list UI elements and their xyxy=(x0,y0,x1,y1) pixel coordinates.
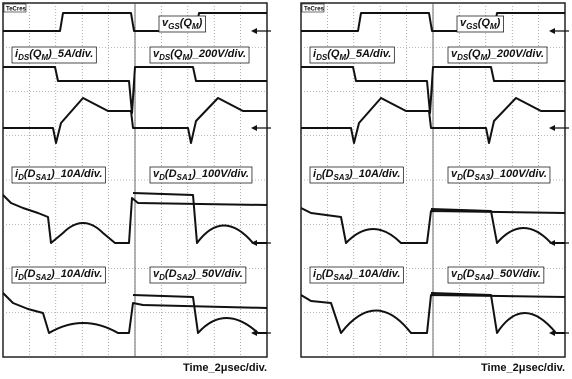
scope-panel: TeCresvGS(QM)iDS(QM)_5A/div.vDS(QM)_200V… xyxy=(301,3,569,357)
label-text: )_10A/div. xyxy=(348,168,400,180)
label-text: )_10A/div. xyxy=(50,268,102,280)
label-subscript: SA2 xyxy=(35,273,51,282)
label-text: (Q xyxy=(478,17,491,29)
label-text: (D xyxy=(24,268,36,280)
label-subscript: SA4 xyxy=(333,273,349,282)
label-subscript: DS xyxy=(316,53,328,62)
scope-label: TeCres xyxy=(6,7,27,13)
label-text: (D xyxy=(165,268,177,280)
time-scale-label: Time_2μsec/div. xyxy=(481,362,565,374)
label-subscript: DS xyxy=(18,53,30,62)
label-text: ) xyxy=(496,17,501,29)
waveform-label: iD(DSA4)_10A/div. xyxy=(313,268,400,282)
label-text: (Q xyxy=(29,48,42,60)
label-subscript: SA3 xyxy=(475,173,491,182)
label-subscript: SA3 xyxy=(333,173,349,182)
scope-panel: TeCresvGS(QM)iDS(QM)_5A/div.vDS(QM)_200V… xyxy=(3,3,271,357)
label-text: (Q xyxy=(170,48,183,60)
label-text: (Q xyxy=(327,48,340,60)
label-text: )_200V/div. xyxy=(188,48,246,60)
label-subscript: DS xyxy=(159,53,171,62)
waveform-label: iD(DSA2)_10A/div. xyxy=(15,268,102,282)
label-subscript: SA1 xyxy=(35,173,51,182)
waveform-label: vD(DSA1)_100V/div. xyxy=(153,168,249,182)
label-text: )_200V/div. xyxy=(486,48,544,60)
waveform-label: vD(DSA3)_100V/div. xyxy=(451,168,547,182)
waveform-label: iD(DSA1)_10A/div. xyxy=(15,168,102,182)
label-text: (D xyxy=(322,268,334,280)
label-subscript: DS xyxy=(457,53,469,62)
time-scale-label: Time_2μsec/div. xyxy=(183,362,267,374)
label-text: (D xyxy=(463,268,475,280)
label-text: )_10A/div. xyxy=(50,168,102,180)
label-text: )_50V/div. xyxy=(489,268,541,280)
waveform-label: vD(DSA2)_50V/div. xyxy=(153,268,243,282)
label-text: (D xyxy=(165,168,177,180)
label-text: )_50V/div. xyxy=(191,268,243,280)
label-text: ) xyxy=(198,17,203,29)
label-subscript: SA4 xyxy=(475,273,491,282)
figure: TeCresvGS(QM)iDS(QM)_5A/div.vDS(QM)_200V… xyxy=(0,0,572,379)
label-subscript: SA1 xyxy=(177,173,193,182)
label-text: (D xyxy=(24,168,36,180)
label-text: )_10A/div. xyxy=(348,268,400,280)
label-text: (Q xyxy=(180,17,193,29)
scope-label: TeCres xyxy=(304,7,325,13)
label-text: )_5A/div. xyxy=(47,48,93,60)
waveform-label: vD(DSA4)_50V/div. xyxy=(451,268,541,282)
label-text: )_5A/div. xyxy=(345,48,391,60)
label-subscript: GS xyxy=(466,22,478,31)
label-text: (D xyxy=(463,168,475,180)
label-text: (Q xyxy=(468,48,481,60)
label-text: )_100V/div. xyxy=(489,168,547,180)
waveform-label: iD(DSA3)_10A/div. xyxy=(313,168,400,182)
label-text: (D xyxy=(322,168,334,180)
label-subscript: SA2 xyxy=(177,273,193,282)
label-text: )_100V/div. xyxy=(191,168,249,180)
label-subscript: GS xyxy=(168,22,180,31)
